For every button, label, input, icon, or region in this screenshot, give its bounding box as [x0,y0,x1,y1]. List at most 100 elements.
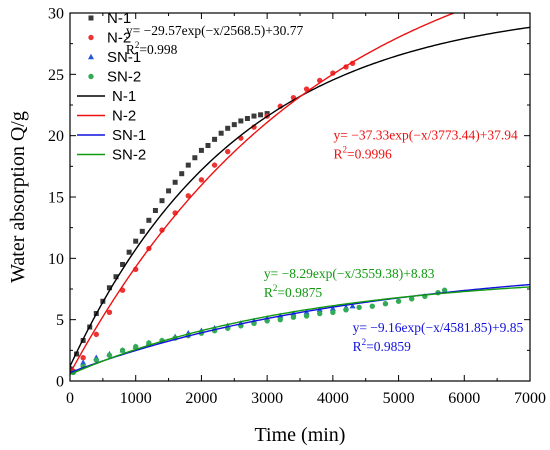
data-point [185,162,191,168]
y-tick-label: 10 [48,251,64,268]
data-point [133,343,139,350]
data-point [152,207,158,213]
data-point [369,303,375,309]
legend-label-sn-1: SN-1 [107,49,141,66]
data-point [166,188,172,194]
fit-equation: y= −8.29exp(−x/3559.38)+8.83 [264,266,435,281]
r2-prefix: R [353,339,362,354]
r2-superscript: 2 [343,144,348,154]
data-point [198,147,204,153]
legend-label-fit-n-2: N-2 [112,108,136,125]
data-point [211,162,218,168]
data-point [113,274,119,280]
y-tick-label: 15 [48,190,64,207]
data-point [349,302,356,309]
data-point [264,318,270,324]
data-point [93,331,99,338]
x-tick-label: 7000 [514,390,546,407]
x-tick-label: 2000 [185,390,217,407]
data-point [329,305,336,311]
x-axis-title: Time (min) [255,424,346,446]
data-point [120,261,126,267]
data-point [317,310,323,317]
data-point [244,115,250,121]
data-point [80,359,87,365]
x-tick-label: 5000 [383,390,415,407]
y-tick-label: 5 [56,312,64,329]
legend-marker-n-2 [88,34,94,41]
x-tick-label: 6000 [448,390,480,407]
data-point [179,171,185,177]
data-point [231,122,237,128]
legend-marker-n-1 [88,15,94,21]
data-point [70,366,73,372]
data-point [159,198,165,204]
x-tick-label: 3000 [251,390,283,407]
fit-r-squared: R2=0.9875 [264,283,323,300]
data-point [205,142,211,148]
legend-label-n-2: N-2 [107,30,131,47]
x-tick-label: 1000 [120,390,152,407]
legend-label-fit-sn-2: SN-2 [112,147,146,164]
r2-prefix: R [126,42,135,57]
r2-value: =0.9996 [347,146,392,161]
data-point [185,193,191,199]
data-point [225,148,231,155]
data-point [119,347,126,354]
legend-label-n-1: N-1 [107,10,131,27]
legend-label-fit-n-1: N-1 [112,88,136,105]
data-point [146,217,152,223]
y-tick-label: 20 [48,128,64,145]
data-point [106,309,113,316]
legend: N-1 N-2 SN-1 SN-2 N-1 N-2 SN-1 SN-2 [77,10,146,164]
r2-prefix: R [334,146,343,161]
fit-curve-sn-2 [70,286,530,376]
data-point [290,314,297,320]
data-point [343,307,349,313]
r2-superscript: 2 [273,283,278,293]
r2-value: =0.9859 [366,339,411,354]
legend-marker-sn-2 [88,73,94,80]
data-point [139,228,145,234]
data-point [93,357,99,363]
legend-marker-sn-1 [88,53,94,60]
data-point [303,313,310,319]
data-point [441,287,448,293]
fit-r-squared: R2=0.9996 [334,144,393,161]
x-tick-label: 0 [66,390,74,407]
data-point [172,179,178,185]
data-point [126,249,132,255]
y-tick-label: 0 [56,374,64,391]
r2-superscript: 2 [135,40,140,50]
r2-value: =0.998 [139,42,177,57]
data-point [198,177,205,183]
legend-label-fit-sn-1: SN-1 [112,127,146,144]
data-point [225,125,231,131]
data-point [277,316,283,323]
data-point [212,136,218,142]
fit-equation: y= −9.16exp(−x/4581.85)+9.85 [353,320,524,335]
scatter-series-sn-1 [70,302,356,374]
data-point [106,285,112,291]
data-point [382,301,389,307]
r2-value: =0.9875 [277,285,322,300]
fit-r-squared: R2=0.9859 [353,337,412,354]
data-point [258,112,264,118]
y-axis-title: Water absorption Q/g [7,111,29,283]
y-tick-label: 30 [48,6,64,23]
data-point [395,298,402,304]
fit-equation: y= −37.33exp(−x/3773.44)+37.94 [334,127,518,142]
data-point [409,296,415,302]
r2-superscript: 2 [362,337,367,347]
data-point [218,130,224,136]
data-point [251,113,257,119]
fit-r-squared: R2=0.998 [126,40,178,57]
fit-curve-sn-1 [70,283,530,374]
data-point [133,238,139,244]
data-point [238,118,244,124]
axes-layer: 0 1000 2000 3000 4000 5000 6000 7000 0 5 10 15 20 25 3… [48,6,546,408]
x-tick-label: 4000 [317,390,349,407]
data-point [106,352,113,358]
legend-label-sn-2: SN-2 [107,69,141,86]
